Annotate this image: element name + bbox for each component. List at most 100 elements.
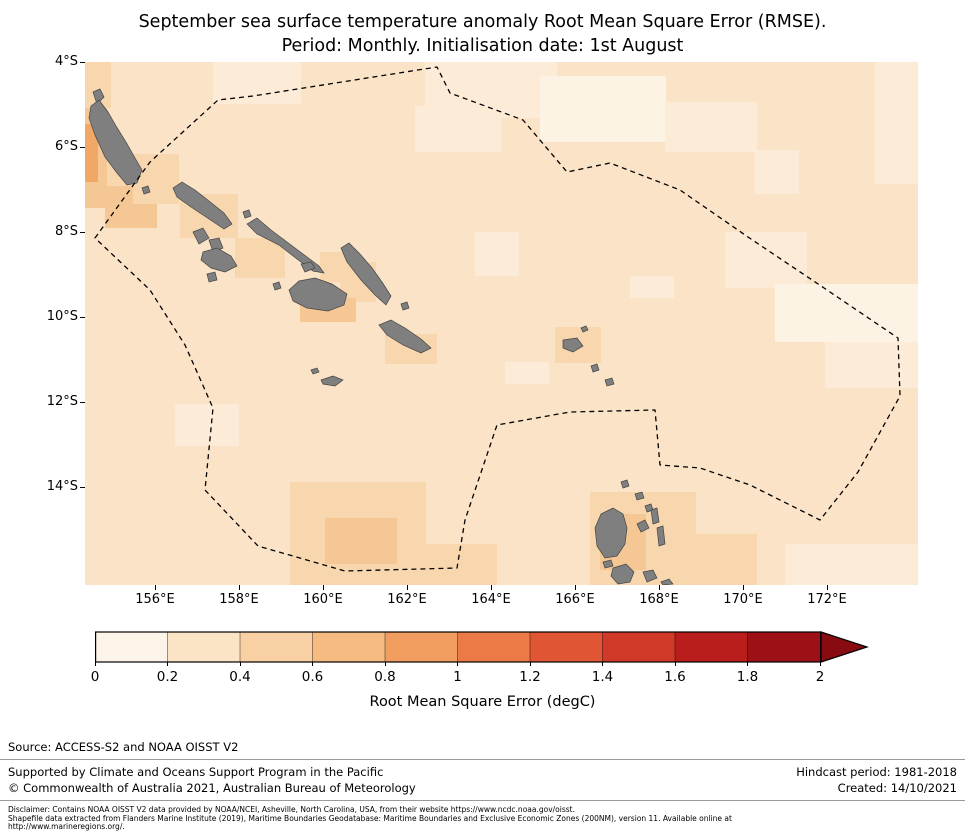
colorbar-tick-mark	[384, 662, 386, 666]
colorbar-tick-mark	[819, 662, 821, 666]
island-buka	[92, 88, 105, 105]
island-choiseul	[172, 181, 233, 230]
colorbar-tick-label: 0.8	[374, 669, 396, 685]
island-makira	[378, 319, 432, 354]
rmse-cell-patch	[85, 124, 98, 182]
island-new-georgia	[200, 247, 238, 273]
island-santa-isabel	[246, 217, 325, 274]
colorbar-tick-label: 1.2	[519, 669, 541, 685]
lat-tick-mark	[80, 401, 85, 403]
colorbar	[95, 631, 869, 663]
lon-tick-label: 172°E	[807, 592, 847, 607]
island-ambae	[636, 519, 650, 533]
disclaimer-line3: http://www.marineregions.org/.	[8, 822, 125, 831]
rmse-cell-patch	[415, 106, 501, 152]
rmse-cell-patch	[540, 76, 666, 142]
rmse-cell-patch	[755, 150, 799, 194]
lon-tick-mark	[742, 585, 744, 590]
colorbar-tick-label: 0	[90, 669, 100, 685]
lon-tick-label: 162°E	[387, 592, 427, 607]
eez-boundary-dashed	[94, 66, 901, 572]
colorbar-segment	[457, 632, 531, 662]
island-espiritu-santo	[594, 507, 628, 559]
colorbar-segment	[530, 632, 604, 662]
title-line1: September sea surface temperature anomal…	[138, 12, 827, 32]
colorbar-tick-mark	[457, 662, 458, 666]
lon-tick-mark	[658, 585, 660, 590]
island-vanikoro	[604, 377, 615, 387]
colorbar-label: Root Mean Square Error (degC)	[369, 694, 596, 710]
colorbar-tick-mark	[747, 662, 748, 666]
rmse-cell-patch	[325, 518, 397, 564]
rmse-cell-patch	[133, 154, 179, 204]
lon-tick-label: 158°E	[219, 592, 259, 607]
rmse-cell-patch	[175, 404, 239, 446]
title-line2: Period: Monthly. Initialisation date: 1s…	[281, 36, 684, 56]
colorbar-segment	[167, 632, 241, 662]
colorbar-tick-label: 0.2	[156, 669, 179, 685]
island-malakula	[610, 563, 635, 585]
divider-bottom	[0, 800, 965, 801]
support-text: Supported by Climate and Oceans Support …	[8, 765, 384, 779]
lon-tick-label: 156°E	[135, 592, 175, 607]
island-isabel-islet	[242, 209, 252, 219]
hindcast-period: Hindcast period: 1981-2018	[796, 765, 957, 779]
island-banks-1	[634, 491, 645, 501]
island-florida	[300, 261, 316, 273]
colorbar-segment	[602, 632, 676, 662]
lat-tick-mark	[80, 231, 85, 233]
lat-tick-label: 10°S	[46, 309, 78, 324]
rmse-cell-patch	[505, 362, 549, 384]
colorbar-tick-label: 1.8	[736, 669, 759, 685]
lat-tick-mark	[80, 486, 85, 488]
island-pentecost	[656, 525, 666, 547]
lon-tick-mark	[238, 585, 240, 590]
colorbar-segment	[747, 632, 821, 662]
island-ulawa	[400, 301, 410, 311]
island-malo	[602, 559, 614, 569]
colorbar-tick-label: 0.4	[229, 669, 251, 685]
rmse-cell-patch	[415, 544, 497, 585]
island-epi	[660, 578, 674, 585]
colorbar-tick-mark	[674, 662, 676, 666]
island-ambrym	[642, 569, 658, 583]
colorbar-tick-mark	[167, 662, 168, 666]
lon-tick-label: 166°E	[555, 592, 595, 607]
colorbar-tick-label: 2	[815, 669, 825, 685]
figure-title: September sea surface temperature anomal…	[0, 10, 965, 58]
island-maewo	[650, 507, 660, 525]
island-malaita	[340, 242, 392, 306]
rmse-cell-patch	[725, 232, 807, 288]
island-rennell	[320, 375, 344, 387]
colorbar-tick-mark	[602, 662, 603, 666]
lon-tick-mark	[154, 585, 156, 590]
lon-tick-label: 168°E	[639, 592, 679, 607]
lon-tick-label: 170°E	[723, 592, 763, 607]
colorbar-tick-label: 1.6	[664, 669, 686, 685]
colorbar-tick-label: 1	[453, 669, 462, 685]
colorbar-tick-mark	[94, 662, 96, 666]
island-reef-islands	[580, 325, 589, 333]
colorbar-tick-mark	[239, 662, 241, 666]
colorbar-segment	[675, 632, 749, 662]
rmse-cell-patch	[630, 276, 674, 298]
rmse-cell-patch	[825, 342, 918, 388]
source-text: Source: ACCESS-S2 and NOAA OISST V2	[8, 740, 239, 754]
island-kolombangara	[208, 237, 224, 253]
island-utupua	[590, 363, 600, 373]
lat-tick-label: 8°S	[54, 224, 78, 239]
colorbar-segment	[312, 632, 386, 662]
lat-tick-mark	[80, 146, 85, 148]
lon-tick-mark	[490, 585, 492, 590]
colorbar-segment	[240, 632, 314, 662]
colorbar-arrow	[820, 631, 869, 663]
map-canvas	[85, 62, 918, 585]
lat-tick-label: 14°S	[46, 479, 78, 494]
rmse-cell-patch	[695, 534, 757, 585]
copyright-text: © Commonwealth of Australia 2021, Austra…	[8, 781, 416, 795]
rmse-cell-patch	[235, 238, 285, 278]
rmse-cell-patch	[475, 232, 519, 276]
lon-tick-label: 164°E	[471, 592, 511, 607]
lon-tick-mark	[406, 585, 408, 590]
